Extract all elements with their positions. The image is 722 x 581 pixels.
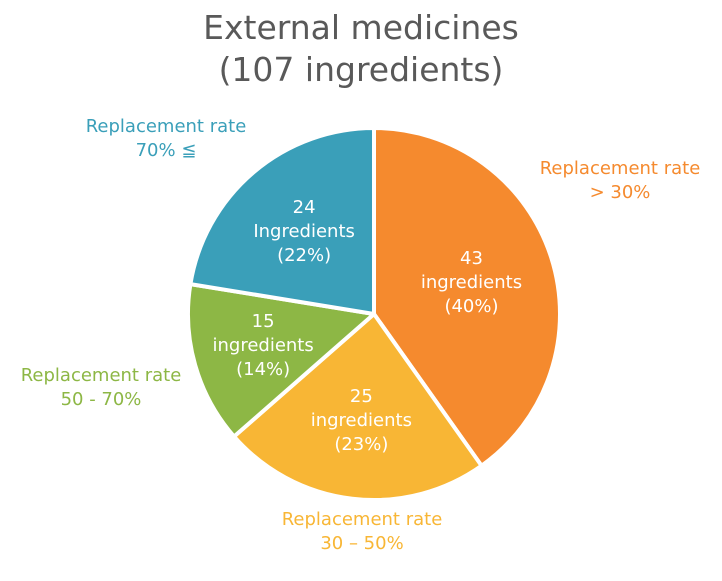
slice-70-plus <box>188 126 376 316</box>
category-label-line1: Replacement rate <box>281 509 443 530</box>
slice-percent: (14%) <box>236 358 291 380</box>
slice-label-70-plus: 24 Ingredients (22%) <box>229 196 379 268</box>
slice-unit: ingredients <box>212 334 314 356</box>
slice-percent: (22%) <box>277 244 332 266</box>
category-label-line2: 70% ≦ <box>135 140 197 161</box>
slice-unit: ingredients <box>420 271 523 293</box>
slice-percent: (23%) <box>334 434 389 456</box>
chart-title-line1: External medicines <box>203 8 519 47</box>
slice-count: 24 <box>292 196 316 218</box>
category-label-line2: 30 – 50% <box>320 533 404 554</box>
category-label-30-50: Replacement rate 30 – 50% <box>242 508 482 556</box>
slice-count: 25 <box>349 386 373 408</box>
category-label-line2: > 30% <box>589 182 651 203</box>
category-label-50-70: Replacement rate 50 - 70% <box>0 364 221 412</box>
slice-unit: Ingredients <box>253 220 355 242</box>
slice-label-30-50: 25 ingredients (23%) <box>286 385 436 457</box>
category-label-line1: Replacement rate <box>85 116 247 137</box>
category-label-over-30: Replacement rate > 30% <box>500 157 722 205</box>
slice-50-70 <box>186 282 376 439</box>
slice-unit: ingredients <box>310 410 412 432</box>
chart-title-line2: (107 ingredients) <box>218 50 504 89</box>
category-label-line2: 50 - 70% <box>60 389 142 410</box>
slice-30-50 <box>232 312 484 502</box>
slice-label-over-30: 43 ingredients (40%) <box>396 247 546 319</box>
category-label-line1: Replacement rate <box>539 158 701 179</box>
slice-over-30 <box>372 126 562 468</box>
slice-percent: (40%) <box>444 295 499 317</box>
category-label-70-plus: Replacement rate 70% ≦ <box>46 115 286 163</box>
slice-count: 43 <box>460 247 483 269</box>
slice-label-50-70: 15 ingredients (14%) <box>188 310 338 382</box>
slice-count: 15 <box>251 310 275 332</box>
category-label-line1: Replacement rate <box>20 365 182 386</box>
